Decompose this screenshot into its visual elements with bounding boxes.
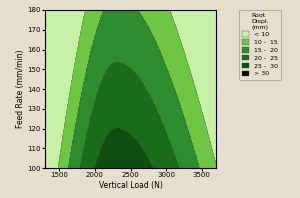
X-axis label: Vertical Load (N): Vertical Load (N) xyxy=(99,181,162,190)
Y-axis label: Feed Rate (mm/min): Feed Rate (mm/min) xyxy=(16,50,25,128)
Legend: < 10, 10 -  15, 15 -  20, 20 -  25, 25 -  30, > 30: < 10, 10 - 15, 15 - 20, 20 - 25, 25 - 30… xyxy=(238,10,281,80)
